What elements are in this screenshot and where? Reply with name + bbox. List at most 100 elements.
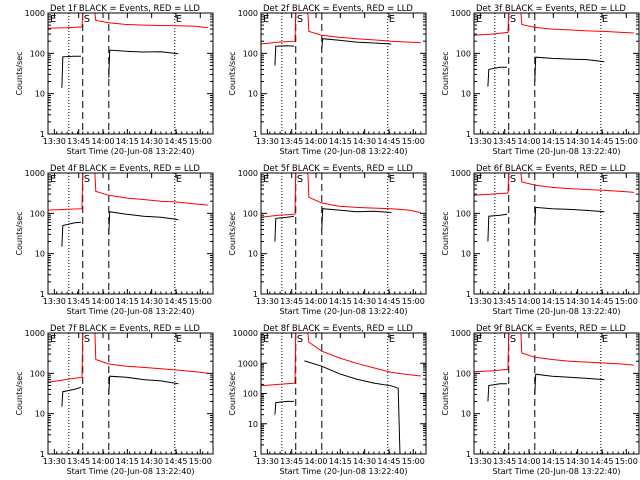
x-tick-label: 14:00 — [517, 457, 540, 466]
marker-e-label: E — [602, 14, 608, 25]
marker-s-label: S — [297, 334, 303, 345]
lld-series-line — [94, 12, 208, 29]
x-tick-label: 14:00 — [91, 297, 114, 306]
plot-frame — [473, 332, 640, 455]
marker-s-label: S — [297, 14, 303, 25]
marker-s-label: S — [84, 14, 90, 25]
marker-e-label: E — [263, 14, 269, 25]
x-tick-label: 14:30 — [566, 137, 589, 146]
events-series-line — [61, 221, 82, 247]
x-tick-label: 13:30 — [43, 137, 66, 146]
x-tick-label: 15:00 — [402, 457, 425, 466]
marker-e-label: E — [602, 174, 608, 185]
y-tick-label: 100 — [243, 49, 258, 58]
x-tick-label: 14:15 — [116, 297, 139, 306]
marker-e-label: E — [389, 334, 395, 345]
x-tick-label: 13:45 — [67, 137, 90, 146]
x-tick-label: 13:45 — [493, 457, 516, 466]
x-tick-label: 13:45 — [67, 297, 90, 306]
marker-e-label: E — [389, 14, 395, 25]
y-tick-label: 100 — [456, 369, 471, 378]
y-axis-label: Counts/sec — [441, 51, 450, 95]
x-tick-label: 14:00 — [304, 297, 327, 306]
lld-series-line — [307, 332, 421, 377]
x-axis-label: Start Time (20-Jun-08 13:22:40) — [493, 147, 621, 156]
x-tick-label: 13:45 — [493, 137, 516, 146]
plot-frame — [47, 172, 214, 295]
events-series-line — [321, 208, 392, 230]
plot-frame — [47, 332, 214, 455]
x-tick-label: 14:15 — [329, 457, 352, 466]
y-tick-label: 10 — [248, 90, 258, 99]
x-axis-label: Start Time (20-Jun-08 13:22:40) — [67, 307, 195, 316]
y-tick-label: 1000 — [451, 169, 471, 178]
x-tick-label: 13:30 — [43, 457, 66, 466]
events-series-line — [108, 211, 179, 235]
y-tick-label: 1 — [253, 130, 258, 139]
panel-title: Det 6f BLACK = Events, RED = LLD — [476, 164, 626, 174]
y-tick-label: 1000 — [451, 329, 471, 338]
marker-s-label: S — [84, 334, 90, 345]
x-tick-label: 14:45 — [590, 297, 613, 306]
events-series-line — [274, 215, 295, 242]
y-tick-label: 10 — [461, 410, 471, 419]
events-series-line — [534, 206, 605, 226]
events-series-line — [487, 66, 507, 87]
x-tick-label: 14:45 — [590, 137, 613, 146]
lld-series-line — [520, 12, 634, 34]
y-tick-label: 100 — [243, 209, 258, 218]
lld-series-line — [94, 332, 208, 374]
marker-e-label: E — [176, 14, 182, 25]
x-tick-label: 14:30 — [353, 457, 376, 466]
events-series-line — [61, 386, 82, 407]
y-tick-label: 1000 — [238, 359, 258, 368]
events-series-line — [61, 55, 81, 88]
x-tick-label: 15:00 — [615, 137, 638, 146]
x-tick-label: 14:15 — [329, 297, 352, 306]
marker-e-label: E — [176, 174, 182, 185]
x-tick-label: 13:30 — [469, 297, 492, 306]
x-tick-label: 14:15 — [116, 457, 139, 466]
x-tick-label: 15:00 — [402, 137, 425, 146]
x-tick-label: 14:00 — [304, 137, 327, 146]
x-tick-label: 14:30 — [353, 137, 376, 146]
x-tick-label: 13:30 — [43, 297, 66, 306]
y-tick-label: 1000 — [451, 9, 471, 18]
lld-series-line — [520, 172, 634, 193]
plot-frame — [47, 12, 214, 135]
events-series-line — [108, 49, 179, 78]
marker-e-label: E — [263, 174, 269, 185]
x-tick-label: 13:30 — [256, 137, 279, 146]
lld-series-line — [307, 12, 421, 44]
marker-s-label: S — [297, 174, 303, 185]
marker-e-label: E — [263, 334, 269, 345]
y-tick-label: 1000 — [25, 169, 45, 178]
marker-e-label: E — [50, 174, 56, 185]
y-axis-label: Counts/sec — [15, 371, 24, 415]
x-tick-label: 14:45 — [164, 297, 187, 306]
y-tick-label: 1 — [40, 130, 45, 139]
y-axis-label: Counts/sec — [441, 371, 450, 415]
events-series-line — [304, 360, 401, 452]
panel-title: Det 1f BLACK = Events, RED = LLD — [50, 4, 200, 14]
x-tick-label: 13:30 — [469, 137, 492, 146]
x-tick-label: 14:30 — [140, 457, 163, 466]
x-axis-label: Start Time (20-Jun-08 13:22:40) — [280, 147, 408, 156]
x-tick-label: 14:30 — [353, 297, 376, 306]
y-tick-label: 1000 — [25, 329, 45, 338]
y-tick-label: 1 — [466, 130, 471, 139]
y-tick-label: 1000 — [25, 9, 45, 18]
y-axis-label: Counts/sec — [228, 371, 237, 415]
x-axis-label: Start Time (20-Jun-08 13:22:40) — [280, 467, 408, 476]
marker-e-label: E — [389, 174, 395, 185]
x-tick-label: 14:45 — [377, 457, 400, 466]
marker-e-label: E — [50, 14, 56, 25]
x-tick-label: 13:45 — [280, 297, 303, 306]
x-tick-label: 14:45 — [164, 457, 187, 466]
